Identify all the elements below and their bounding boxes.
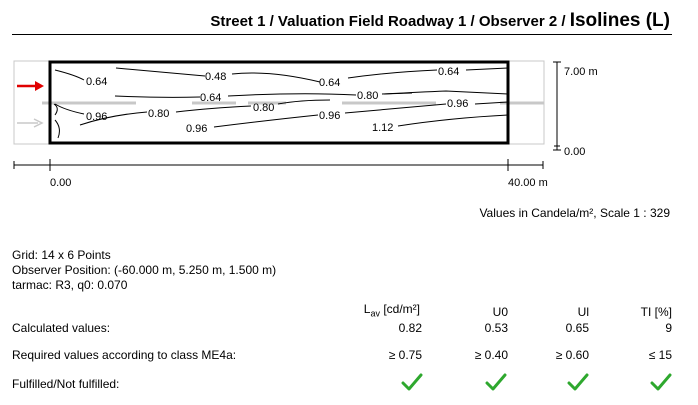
- tarmac-info: tarmac: R3, q0: 0.070: [12, 278, 128, 292]
- title-divider: [12, 34, 672, 35]
- isoline-label: 0.80: [148, 108, 169, 120]
- calculated-ul: 0.65: [565, 321, 589, 335]
- isoline-label: 0.64: [200, 92, 221, 104]
- title-main: Street 1 / Valuation Field Roadway 1 / O…: [210, 13, 570, 30]
- y-bottom-label: 0.00: [564, 146, 585, 158]
- calculated-ti: 9: [665, 321, 672, 335]
- scale-note: Values in Candela/m², Scale 1 : 329: [479, 206, 670, 220]
- calculated-lav: 0.82: [398, 321, 422, 335]
- grid-size: Grid: 14 x 6 Points: [12, 248, 111, 262]
- title-isolines: Isolines (L): [569, 10, 670, 31]
- x-left-label: 0.00: [50, 177, 71, 189]
- check-icon: [485, 373, 507, 391]
- page-title: Street 1 / Valuation Field Roadway 1 / O…: [0, 10, 670, 32]
- lane-arrow-icon: [17, 118, 44, 128]
- required-lav: ≥ 0.75: [388, 348, 422, 362]
- check-icon: [650, 373, 672, 391]
- isoline-label: 0.64: [319, 77, 340, 89]
- isoline-plot: 0.64 0.48 0.64 0.64 0.96 0.80 0.64 0.80 …: [13, 60, 598, 189]
- header-lav: Lav [cd/m²]: [363, 302, 420, 319]
- isoline-label: 0.96: [186, 123, 207, 135]
- calculated-label: Calculated values:: [12, 321, 111, 335]
- isoline-label: 0.80: [357, 90, 378, 102]
- isolines: [53, 67, 509, 139]
- required-u0: ≥ 0.40: [474, 348, 508, 362]
- observer-arrow-icon: [17, 81, 44, 91]
- grid-info: Grid: 14 x 6 Points Observer Position: (…: [12, 248, 276, 293]
- header-ul: Ul: [577, 305, 589, 319]
- required-ti: ≤ 15: [648, 348, 672, 362]
- observer-position: Observer Position: (-60.000 m, 5.250 m, …: [12, 263, 277, 277]
- x-right-label: 40.00 m: [508, 177, 548, 189]
- required-ul: ≥ 0.60: [555, 348, 589, 362]
- required-label: Required values according to class ME4a:: [12, 348, 237, 362]
- check-icon: [401, 373, 423, 391]
- isoline-label: 0.80: [253, 102, 274, 114]
- y-top-label: 7.00 m: [564, 66, 598, 78]
- x-dimension: [13, 159, 544, 171]
- isoline-label: 1.12: [372, 122, 393, 134]
- header-u0: U0: [492, 305, 508, 319]
- isoline-label: 0.96: [319, 110, 340, 122]
- isoline-label: 0.48: [205, 71, 226, 83]
- isoline-label: 0.96: [86, 111, 107, 123]
- check-icon: [567, 373, 589, 391]
- fulfilled-label: Fulfilled/Not fulfilled:: [12, 377, 120, 391]
- calculated-u0: 0.53: [484, 321, 508, 335]
- header-ti: TI [%]: [640, 305, 672, 319]
- isoline-label: 0.96: [447, 98, 468, 110]
- isoline-label: 0.64: [86, 76, 107, 88]
- y-dimension: [553, 61, 561, 151]
- isoline-label: 0.64: [438, 66, 459, 78]
